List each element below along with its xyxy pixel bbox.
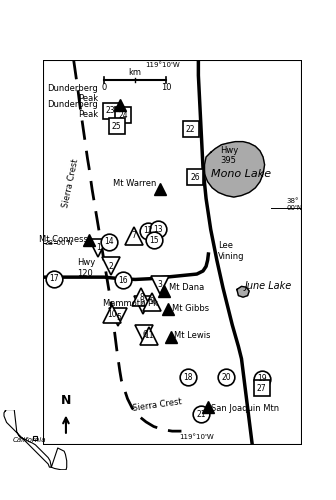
Text: Hwy
120: Hwy 120 bbox=[77, 258, 95, 278]
Text: Mt Gibbs: Mt Gibbs bbox=[172, 304, 209, 313]
Text: June Lake: June Lake bbox=[245, 282, 292, 292]
Text: 5: 5 bbox=[116, 312, 121, 322]
Polygon shape bbox=[205, 142, 264, 197]
Text: 24: 24 bbox=[118, 111, 128, 120]
Text: 12: 12 bbox=[143, 226, 152, 235]
Text: 14: 14 bbox=[104, 237, 114, 246]
Text: 0: 0 bbox=[102, 83, 107, 92]
Text: 18: 18 bbox=[183, 372, 192, 382]
Text: 119°10'W: 119°10'W bbox=[145, 62, 180, 68]
Text: Lee
Vining: Lee Vining bbox=[218, 242, 245, 260]
Text: 7: 7 bbox=[131, 231, 136, 240]
Text: 21: 21 bbox=[197, 410, 206, 418]
Text: 16: 16 bbox=[118, 276, 128, 284]
Text: Dunderberg
Peak: Dunderberg Peak bbox=[47, 100, 98, 119]
Text: Sierra Crest: Sierra Crest bbox=[61, 158, 80, 208]
Text: Mt Dana: Mt Dana bbox=[169, 284, 204, 292]
Text: Mono Lake: Mono Lake bbox=[211, 169, 271, 179]
Text: 8: 8 bbox=[139, 292, 144, 302]
Text: 2: 2 bbox=[108, 262, 113, 271]
Text: 6: 6 bbox=[142, 330, 147, 338]
Text: 17: 17 bbox=[49, 274, 58, 283]
Text: Mt Warren: Mt Warren bbox=[114, 178, 157, 188]
Text: 4: 4 bbox=[140, 300, 145, 310]
Text: 38°00'N: 38°00'N bbox=[44, 240, 73, 246]
Text: 27: 27 bbox=[257, 384, 266, 392]
Text: 13: 13 bbox=[154, 225, 163, 234]
Text: 38°
00'N: 38° 00'N bbox=[286, 198, 302, 211]
Text: Sierra Crest: Sierra Crest bbox=[132, 397, 182, 413]
Text: Dunderberg
Peak: Dunderberg Peak bbox=[47, 84, 98, 103]
Text: 20: 20 bbox=[221, 372, 231, 382]
Text: 10: 10 bbox=[161, 83, 171, 92]
Text: 19: 19 bbox=[257, 374, 266, 384]
Text: Mammoth Pk: Mammoth Pk bbox=[103, 299, 158, 308]
Text: California: California bbox=[12, 436, 46, 442]
Text: Mt Conness: Mt Conness bbox=[39, 235, 87, 244]
Text: 22: 22 bbox=[186, 125, 196, 134]
Text: 26: 26 bbox=[191, 172, 200, 182]
Text: 25: 25 bbox=[112, 122, 122, 130]
Polygon shape bbox=[237, 286, 249, 297]
Text: Mt Lewis: Mt Lewis bbox=[174, 331, 210, 340]
Text: 1: 1 bbox=[96, 244, 101, 252]
Text: 119°10'W: 119°10'W bbox=[179, 434, 214, 440]
Text: 15: 15 bbox=[149, 236, 159, 244]
Text: 23: 23 bbox=[106, 106, 115, 116]
Text: 10: 10 bbox=[107, 310, 117, 318]
Text: N: N bbox=[61, 394, 71, 406]
Text: 9: 9 bbox=[150, 298, 155, 306]
Text: 11: 11 bbox=[144, 331, 154, 340]
Text: San Joaquin Mtn: San Joaquin Mtn bbox=[211, 404, 279, 413]
Text: km: km bbox=[129, 68, 142, 77]
Text: Hwy
395: Hwy 395 bbox=[220, 146, 238, 165]
Text: 3: 3 bbox=[158, 280, 162, 289]
